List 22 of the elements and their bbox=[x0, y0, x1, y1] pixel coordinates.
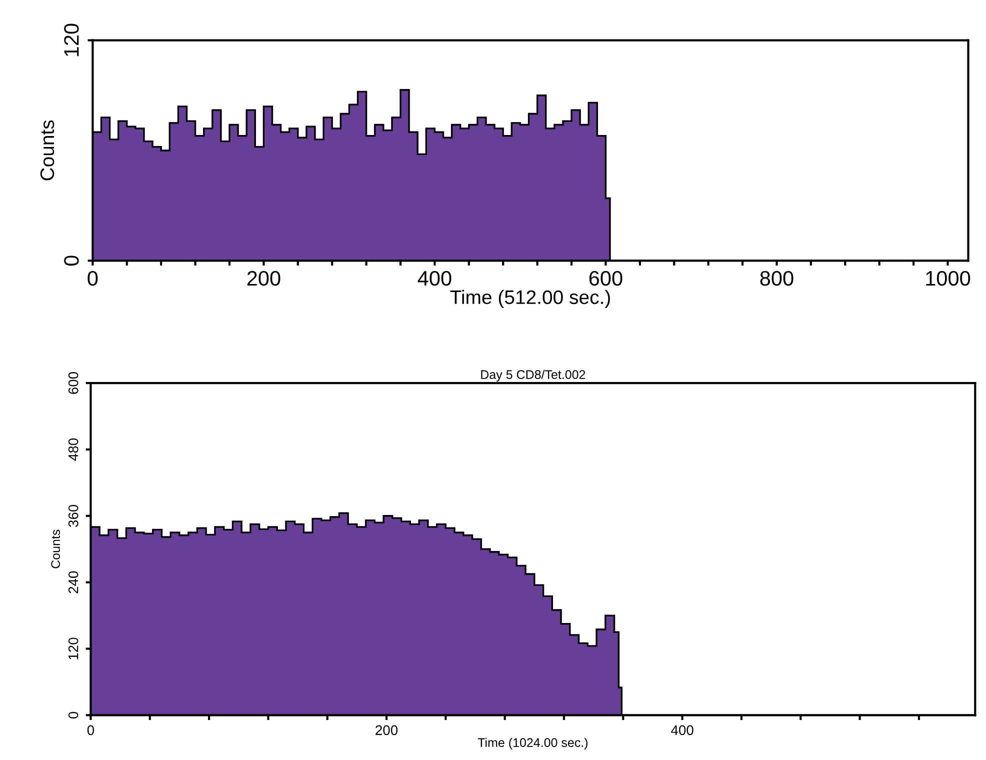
y-tick-label: 600 bbox=[68, 372, 78, 394]
y-tick-label: 0 bbox=[68, 712, 78, 718]
y-tick-label: 480 bbox=[68, 438, 78, 461]
x-tick-label: 800 bbox=[760, 270, 794, 286]
y-tick-label: 360 bbox=[68, 504, 78, 527]
y-axis-title: Counts bbox=[51, 530, 60, 568]
x-tick-label: 1000 bbox=[926, 270, 970, 286]
y-tick-label: 0 bbox=[64, 256, 79, 266]
y-tick-label: 120 bbox=[68, 638, 78, 660]
y-axis-title: Counts bbox=[40, 120, 54, 180]
x-tick-label: 600 bbox=[589, 270, 622, 286]
y-tick-label: 120 bbox=[64, 24, 79, 56]
x-tick-label: 400 bbox=[418, 270, 452, 286]
x-tick-label: 0 bbox=[88, 270, 98, 286]
x-tick-label: 400 bbox=[671, 725, 694, 736]
x-tick-label: 200 bbox=[247, 270, 280, 286]
x-tick-label: 200 bbox=[376, 725, 398, 736]
x-tick-label: 0 bbox=[87, 725, 94, 736]
x-axis-title: Time (512.00 sec.) bbox=[450, 290, 610, 308]
x-axis-title: Time (1024.00 sec.) bbox=[478, 738, 588, 750]
chart-title: Day 5 CD8/Tet.002 bbox=[481, 370, 586, 382]
y-tick-label: 240 bbox=[68, 571, 78, 594]
